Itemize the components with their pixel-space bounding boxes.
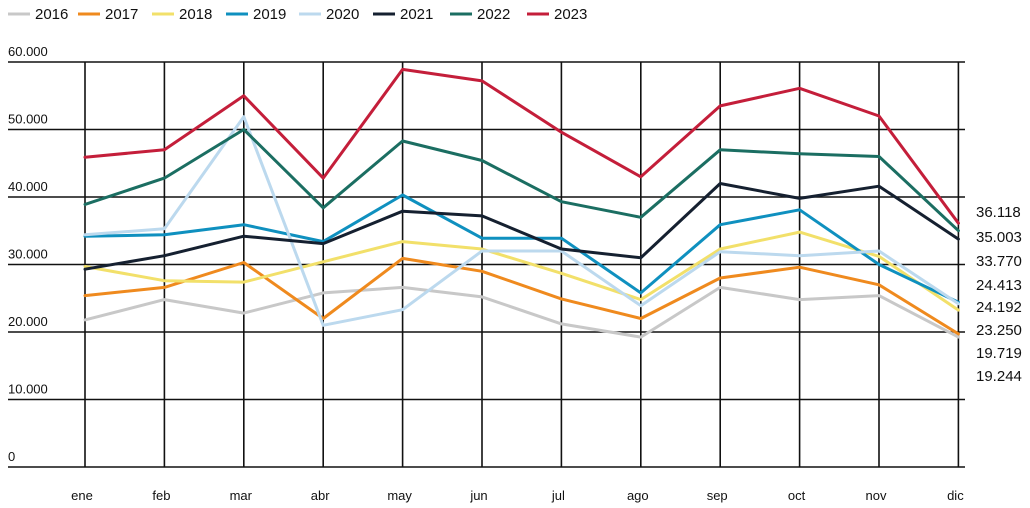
legend-item-2020: 2020 [299,6,359,23]
legend-item-2018: 2018 [152,6,212,23]
x-tick-label: nov [866,488,887,503]
end-value-label: 24.413 [976,277,1022,294]
series-line-2019 [83,193,960,304]
x-tick-label: feb [152,488,170,503]
legend: 2016 2017 2018 2019 2020 2021 2022 2023 [8,6,587,23]
series-line-2020 [83,115,960,327]
y-tick-label: 30.000 [8,247,48,262]
series-line-2017 [83,256,960,336]
x-tick-label: sep [707,488,728,503]
x-tick-label: dic [947,488,964,503]
series-line-2021 [83,182,960,271]
legend-item-2019: 2019 [226,6,286,23]
x-tick-label: oct [788,488,806,503]
y-tick-label: 10.000 [8,382,48,397]
legend-label: 2019 [253,6,286,23]
series-line-2023 [83,67,960,225]
end-value-label: 36.118 [976,204,1021,221]
x-tick-label: ago [627,488,649,503]
y-tick-label: 60.000 [8,44,48,59]
end-value-label: 35.003 [976,229,1022,246]
x-tick-label: jun [469,488,487,503]
legend-label: 2020 [326,6,359,23]
legend-label: 2018 [179,6,212,23]
end-value-label: 33.770 [976,253,1022,270]
legend-item-2023: 2023 [527,6,587,23]
legend-label: 2022 [477,6,510,23]
legend-item-2016: 2016 [8,6,68,23]
legend-label: 2016 [35,6,68,23]
x-tick-label: jul [551,488,565,503]
end-value-label: 24.192 [976,299,1022,316]
y-tick-label: 50.000 [8,112,48,127]
end-value-labels: 36.118 35.003 33.770 24.413 24.192 23.250 19.7… [976,204,1022,385]
end-value-label: 19.244 [976,368,1022,385]
legend-label: 2023 [554,6,587,23]
end-value-label: 19.719 [976,345,1022,362]
legend-item-2022: 2022 [450,6,510,23]
legend-label: 2017 [105,6,138,23]
x-tick-label: abr [311,488,330,503]
series-line-2016 [83,285,960,339]
x-tick-label: may [387,488,412,503]
y-axis-ticks: 0 10.000 20.000 30.000 40.000 50.000 60.000 [8,44,48,464]
y-tick-label: 20.000 [8,314,48,329]
legend-item-2021: 2021 [373,6,433,23]
series-line-2022 [83,128,960,233]
x-tick-label: ene [71,488,93,503]
end-value-label: 23.250 [976,322,1022,339]
legend-item-2017: 2017 [78,6,138,23]
y-tick-label: 0 [8,449,15,464]
y-tick-label: 40.000 [8,179,48,194]
x-axis-ticks: ene feb mar abr may jun jul ago sep oct nov dic [71,488,964,503]
series-lines [83,67,960,339]
series-line-2018 [83,230,960,312]
legend-label: 2021 [400,6,433,23]
gridlines [8,61,965,468]
x-tick-label: mar [230,488,253,503]
